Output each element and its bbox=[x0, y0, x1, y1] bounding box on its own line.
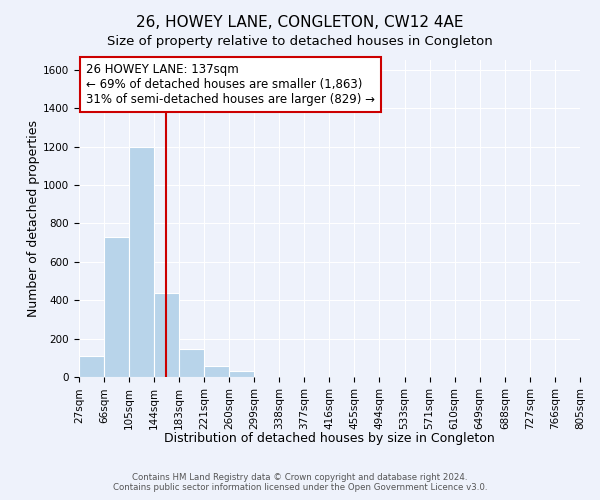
Bar bbox=[154, 292, 179, 378]
Y-axis label: Number of detached properties: Number of detached properties bbox=[27, 120, 40, 317]
X-axis label: Distribution of detached houses by size in Congleton: Distribution of detached houses by size … bbox=[164, 432, 495, 445]
Text: 26, HOWEY LANE, CONGLETON, CW12 4AE: 26, HOWEY LANE, CONGLETON, CW12 4AE bbox=[136, 15, 464, 30]
Text: 26 HOWEY LANE: 137sqm
← 69% of detached houses are smaller (1,863)
31% of semi-d: 26 HOWEY LANE: 137sqm ← 69% of detached … bbox=[86, 63, 375, 106]
Bar bbox=[79, 356, 104, 378]
Bar bbox=[179, 350, 204, 378]
Bar bbox=[229, 370, 254, 378]
Bar bbox=[104, 237, 129, 378]
Bar bbox=[129, 146, 154, 378]
Text: Contains HM Land Registry data © Crown copyright and database right 2024.
Contai: Contains HM Land Registry data © Crown c… bbox=[113, 473, 487, 492]
Bar bbox=[204, 366, 229, 378]
Text: Size of property relative to detached houses in Congleton: Size of property relative to detached ho… bbox=[107, 35, 493, 48]
